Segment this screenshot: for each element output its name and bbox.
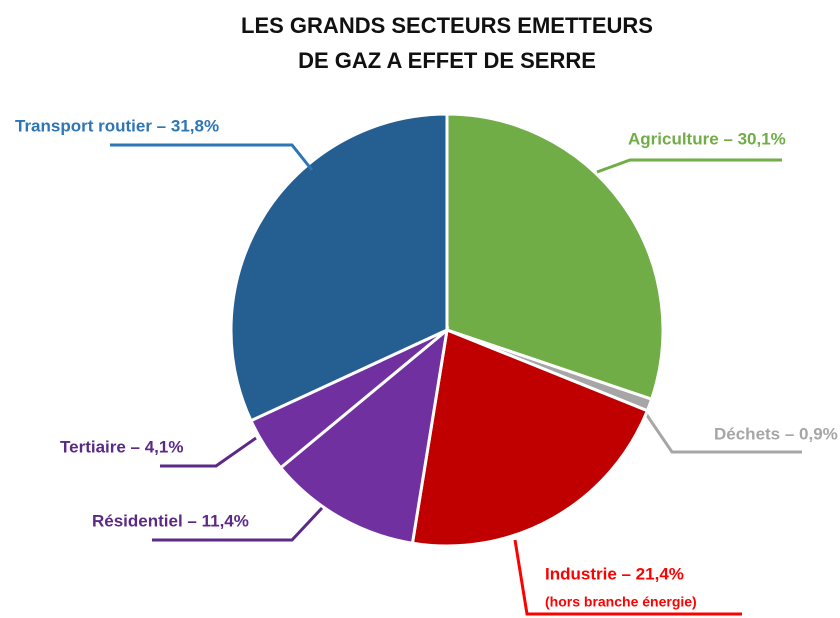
pie-slice (445, 112, 665, 402)
leader-line (110, 143, 314, 171)
leader-line (638, 404, 802, 454)
chart-title: DE GAZ A EFFET DE SERRE (298, 48, 596, 73)
pie-slice (278, 326, 450, 545)
slice-label: Industrie – 21,4% (545, 564, 684, 583)
slice-label: Déchets – 0,9% (714, 424, 838, 443)
slice-label: Tertiaire – 4,1% (60, 437, 183, 456)
slice-label: Agriculture – 30,1% (628, 129, 786, 148)
slice-label: Transport routier – 31,8% (15, 116, 219, 135)
leader-line (513, 539, 742, 616)
pie-slice (410, 327, 650, 548)
pie-slice (229, 112, 449, 423)
leader-line (160, 436, 257, 468)
slice-label: Résidentiel – 11,4% (92, 511, 249, 530)
leader-line (152, 506, 324, 542)
chart-title: LES GRANDS SECTEURS EMETTEURS (241, 13, 653, 38)
annotation: (hors branche énergie) (545, 594, 697, 610)
leader-line (596, 158, 782, 174)
